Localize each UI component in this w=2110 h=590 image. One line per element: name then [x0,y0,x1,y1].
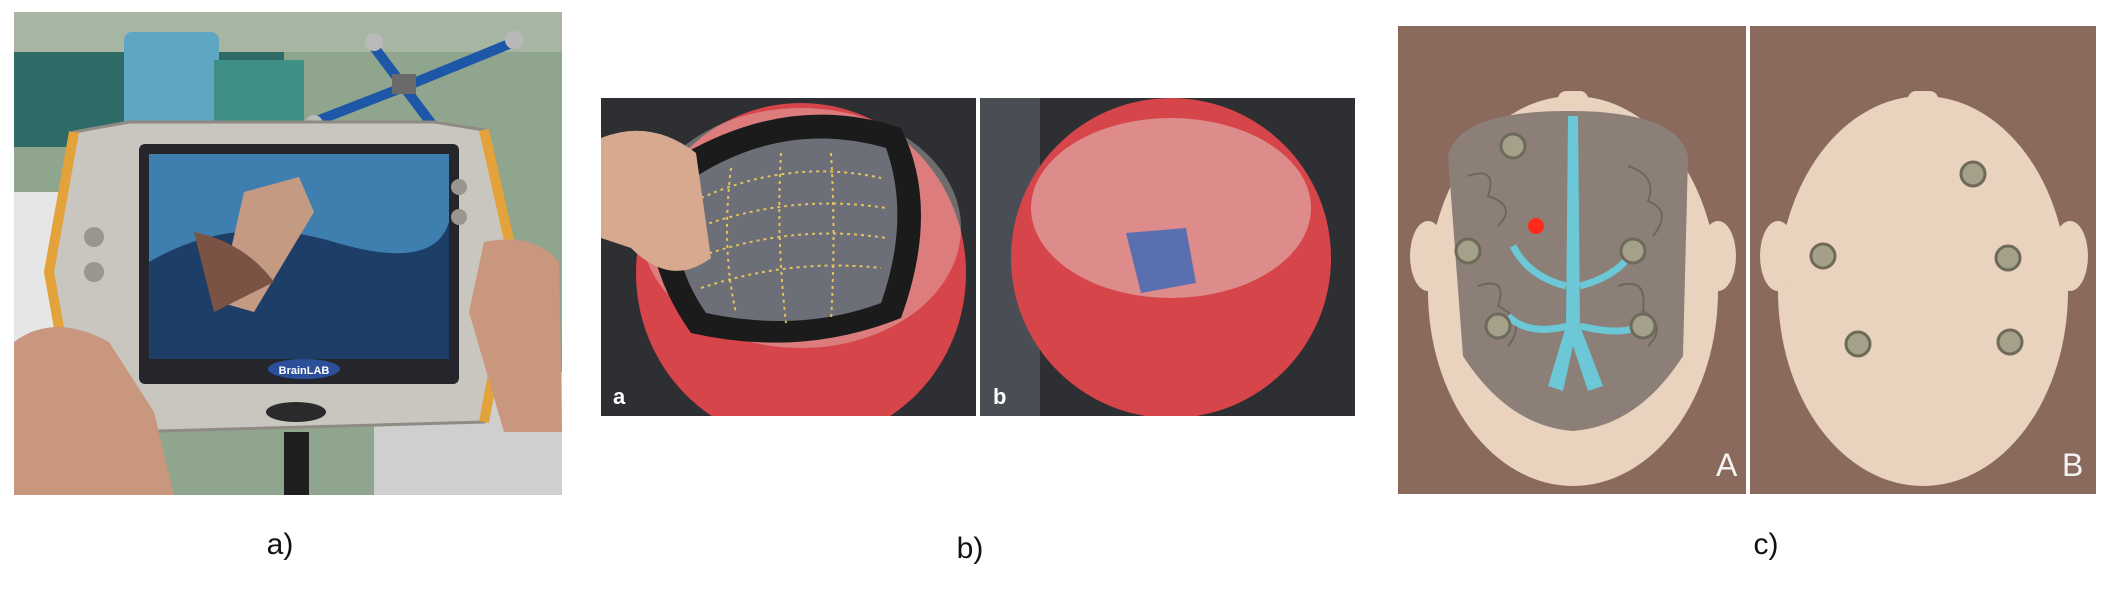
subimage-b-a: a [601,98,976,416]
fingers [601,130,711,271]
caption-c: c) [1753,528,1779,561]
fiducial-markers-a [1454,132,1657,340]
vessel-structure [1548,116,1603,391]
subimage-divider [976,98,980,416]
brand-label: BrainLAB [279,365,330,377]
subimage-b-b: b [980,98,1355,416]
caption-b: b) [956,532,984,565]
fiducial-markers-b [1809,160,2024,358]
target-point [1528,218,1544,234]
panel-c-illustration: A B [1398,26,2096,494]
sublabel-b: b [993,384,1006,409]
grid-lines [695,152,887,324]
subimage-c-b: B [1750,26,2096,494]
mount-pole [284,432,309,495]
panel-a-photo: BrainLAB [14,12,562,495]
subimage-c-a: A [1398,26,1746,494]
panel-b-illustration: a b [601,98,1355,416]
left-hand [14,327,174,495]
caption-a: a) [266,528,294,561]
sublabel-B: B [2062,447,2083,483]
blue-drape [124,32,219,142]
panel-b-photo: a b [601,98,1355,416]
panel-a-illustration: BrainLAB [14,12,562,495]
panel-c-photo: A B [1398,26,2096,494]
subimage-divider-c [1746,26,1750,494]
navigation-tablet: BrainLAB [43,120,520,495]
sublabel-a: a [613,384,626,409]
sublabel-A: A [1716,447,1738,483]
right-hand [469,239,562,432]
registration-patch [1126,228,1196,293]
